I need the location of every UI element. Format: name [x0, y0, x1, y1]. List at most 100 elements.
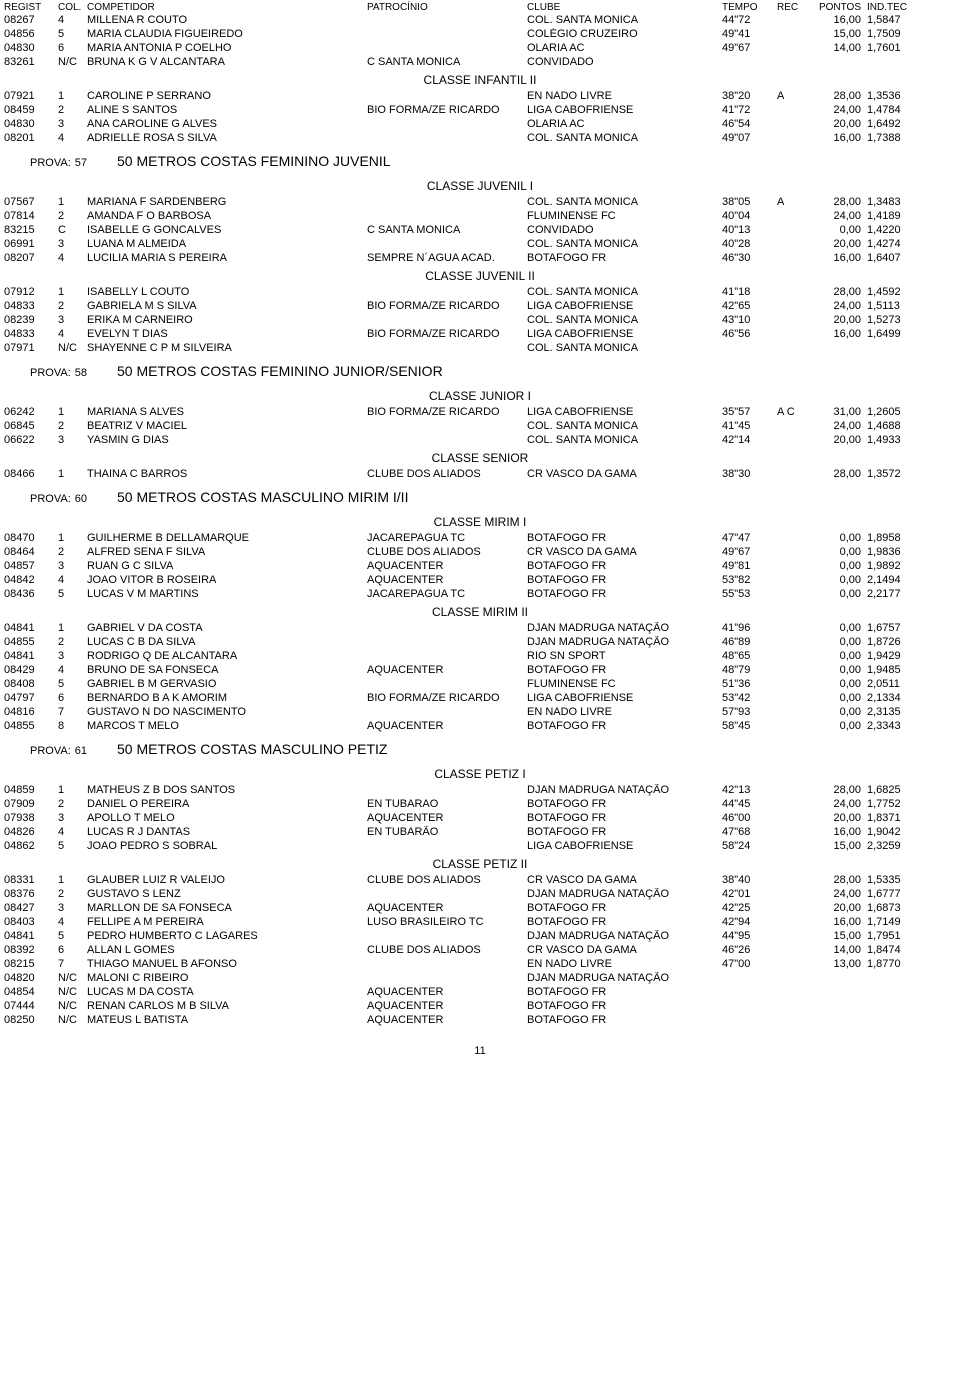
cell-pontos: 28,00 — [807, 784, 867, 796]
cell-pontos: 0,00 — [807, 678, 867, 690]
cell-regist: 07567 — [4, 196, 52, 208]
cell-competidor: BRUNO DE SA FONSECA — [87, 664, 367, 676]
cell-pontos: 28,00 — [807, 874, 867, 886]
class-title: CLASSE INFANTIL II — [0, 69, 960, 89]
cell-regist: 06845 — [4, 420, 52, 432]
cell-competidor: RODRIGO Q DE ALCANTARA — [87, 650, 367, 662]
result-row: 084701GUILHERME B DELLAMARQUEJACAREPAGUA… — [0, 531, 960, 545]
result-row: 082674MILLENA R COUTOCOL. SANTA MONICA44… — [0, 13, 960, 27]
cell-col: 1 — [52, 90, 87, 102]
cell-regist: 04857 — [4, 560, 52, 572]
cell-rec — [777, 986, 807, 998]
cell-pontos: 15,00 — [807, 930, 867, 942]
cell-pontos: 24,00 — [807, 300, 867, 312]
cell-tempo: 41"18 — [722, 286, 777, 298]
cell-clube: CONVIDADO — [527, 56, 722, 68]
cell-indtec: 1,7388 — [867, 132, 922, 144]
cell-patrocinio — [367, 678, 527, 690]
cell-tempo: 44"45 — [722, 798, 777, 810]
result-row: 048334EVELYN T DIASBIO FORMA/ZE RICARDOL… — [0, 327, 960, 341]
cell-patrocinio: EN TUBARÃO — [367, 826, 527, 838]
cell-rec — [777, 636, 807, 648]
cell-col: 5 — [52, 930, 87, 942]
cell-col: 4 — [52, 328, 87, 340]
cell-clube: BOTAFOGO FR — [527, 664, 722, 676]
cell-tempo — [722, 1014, 777, 1026]
cell-regist: 04830 — [4, 118, 52, 130]
result-row: 079383APOLLO T MELOAQUACENTERBOTAFOGO FR… — [0, 811, 960, 825]
cell-rec — [777, 210, 807, 222]
result-row: 048303ANA CAROLINE G ALVESOLARIA AC46"54… — [0, 117, 960, 131]
cell-competidor: ALFRED SENA F SILVA — [87, 546, 367, 558]
cell-regist: 08267 — [4, 14, 52, 26]
cell-indtec — [867, 1014, 922, 1026]
cell-indtec: 2,3259 — [867, 840, 922, 852]
cell-competidor: MARLLON DE SA FONSECA — [87, 902, 367, 914]
cell-competidor: ANA CAROLINE G ALVES — [87, 118, 367, 130]
cell-clube: CONVIDADO — [527, 224, 722, 236]
cell-patrocinio — [367, 434, 527, 446]
prova-number: 57 — [75, 157, 87, 169]
cell-regist: 83215 — [4, 224, 52, 236]
cell-regist: 08331 — [4, 874, 52, 886]
cell-rec — [777, 560, 807, 572]
result-row: 048573RUAN G C SILVAAQUACENTERBOTAFOGO F… — [0, 559, 960, 573]
cell-competidor: LUCAS V M MARTINS — [87, 588, 367, 600]
cell-patrocinio: AQUACENTER — [367, 720, 527, 732]
cell-rec — [777, 706, 807, 718]
cell-competidor: BRUNA K G V ALCANTARA — [87, 56, 367, 68]
cell-pontos: 24,00 — [807, 210, 867, 222]
cell-competidor: LUCAS R J DANTAS — [87, 826, 367, 838]
cell-col: 2 — [52, 798, 87, 810]
cell-regist: 04855 — [4, 720, 52, 732]
cell-patrocinio: BIO FORMA/ZE RICARDO — [367, 300, 527, 312]
cell-clube: BOTAFOGO FR — [527, 1000, 722, 1012]
cell-clube: DJAN MADRUGA NATAÇÃO — [527, 622, 722, 634]
cell-indtec: 1,9892 — [867, 560, 922, 572]
cell-competidor: ISABELLE G GONCALVES — [87, 224, 367, 236]
result-row: 079121ISABELLY L COUTOCOL. SANTA MONICA4… — [0, 285, 960, 299]
cell-regist: 08201 — [4, 132, 52, 144]
cell-tempo: 46"89 — [722, 636, 777, 648]
result-row: 079092DANIEL O PEREIRAEN TUBARAOBOTAFOGO… — [0, 797, 960, 811]
cell-col: 2 — [52, 888, 87, 900]
cell-indtec: 1,8726 — [867, 636, 922, 648]
cell-pontos: 0,00 — [807, 224, 867, 236]
cell-competidor: BEATRIZ V MACIEL — [87, 420, 367, 432]
cell-col: 2 — [52, 546, 87, 558]
cell-tempo: 44"72 — [722, 14, 777, 26]
cell-rec — [777, 42, 807, 54]
result-row: 04820N/CMALONI C RIBEIRODJAN MADRUGA NAT… — [0, 971, 960, 985]
cell-col: N/C — [52, 986, 87, 998]
result-row: 084365LUCAS V M MARTINSJACAREPAGUA TCBOT… — [0, 587, 960, 601]
cell-pontos — [807, 1014, 867, 1026]
cell-clube: COL. SANTA MONICA — [527, 434, 722, 446]
cell-rec: A — [777, 196, 807, 208]
cell-rec — [777, 902, 807, 914]
cell-competidor: PEDRO HUMBERTO C LAGARES — [87, 930, 367, 942]
cell-indtec: 1,5847 — [867, 14, 922, 26]
cell-competidor: THAINA C BARROS — [87, 468, 367, 480]
cell-clube: BOTAFOGO FR — [527, 826, 722, 838]
cell-indtec: 1,6825 — [867, 784, 922, 796]
cell-regist: 08207 — [4, 252, 52, 264]
cell-col: 1 — [52, 622, 87, 634]
cell-clube: DJAN MADRUGA NATAÇÃO — [527, 930, 722, 942]
cell-rec — [777, 678, 807, 690]
cell-rec — [777, 622, 807, 634]
cell-patrocinio — [367, 90, 527, 102]
cell-patrocinio: AQUACENTER — [367, 986, 527, 998]
cell-competidor: MALONI C RIBEIRO — [87, 972, 367, 984]
cell-col: 2 — [52, 420, 87, 432]
cell-clube: CR VASCO DA GAMA — [527, 944, 722, 956]
cell-regist: 07921 — [4, 90, 52, 102]
cell-pontos — [807, 986, 867, 998]
prova-number: 60 — [75, 493, 87, 505]
result-row: 084273MARLLON DE SA FONSECAAQUACENTERBOT… — [0, 901, 960, 915]
cell-indtec — [867, 1000, 922, 1012]
cell-patrocinio: AQUACENTER — [367, 1014, 527, 1026]
cell-patrocinio — [367, 972, 527, 984]
cell-patrocinio — [367, 14, 527, 26]
cell-col: 1 — [52, 406, 87, 418]
cell-indtec: 1,4933 — [867, 434, 922, 446]
